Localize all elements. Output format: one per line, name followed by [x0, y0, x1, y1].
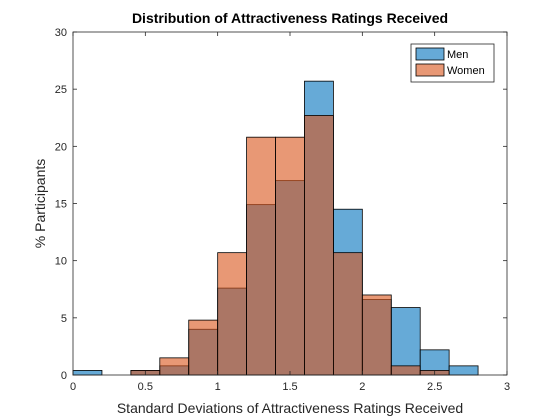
women-bar: [361, 294, 392, 376]
y-tick-label: 5: [61, 313, 67, 325]
x-axis-ticks: 0 0.5 1 1.5 2 2.5 3: [70, 32, 510, 393]
y-axis-label: % Participants: [32, 159, 48, 248]
legend-swatch-men: [415, 47, 445, 61]
men-bar: [448, 365, 479, 376]
women-bar: [332, 252, 363, 376]
x-axis-label: Standard Deviations of Attractiveness Ra…: [117, 400, 463, 416]
y-tick-label: 0: [61, 370, 67, 382]
x-tick-label: 2: [359, 381, 365, 393]
y-tick-label: 25: [55, 84, 67, 96]
women-bar: [217, 252, 248, 376]
women-bar: [159, 357, 190, 376]
chart-title: Distribution of Attractiveness Ratings R…: [132, 10, 448, 26]
legend-swatch-women: [415, 63, 445, 77]
x-tick-label: 1: [215, 381, 221, 393]
men-bar: [390, 307, 421, 376]
x-tick-label: 0.5: [138, 381, 153, 393]
women-bar: [188, 319, 219, 376]
y-tick-label: 10: [55, 256, 67, 268]
y-tick-label: 30: [55, 27, 67, 39]
men-bar: [72, 370, 103, 376]
y-tick-label: 15: [55, 199, 67, 211]
women-bars-group: [130, 115, 450, 376]
women-bar: [246, 136, 276, 376]
y-axis-ticks: 0 5 10 15 20 25 30: [55, 27, 507, 382]
x-tick-label: 1.5: [282, 381, 297, 393]
x-tick-label: 2.5: [427, 381, 442, 393]
legend: Men Women: [410, 43, 495, 83]
x-tick-label: 0: [70, 381, 76, 393]
women-bar: [390, 365, 421, 376]
legend-label-men: Men: [447, 49, 468, 61]
women-bar: [304, 115, 334, 376]
y-tick-label: 20: [55, 141, 67, 153]
legend-label-women: Women: [447, 65, 485, 77]
women-bar: [275, 136, 305, 376]
x-tick-label: 3: [504, 381, 510, 393]
